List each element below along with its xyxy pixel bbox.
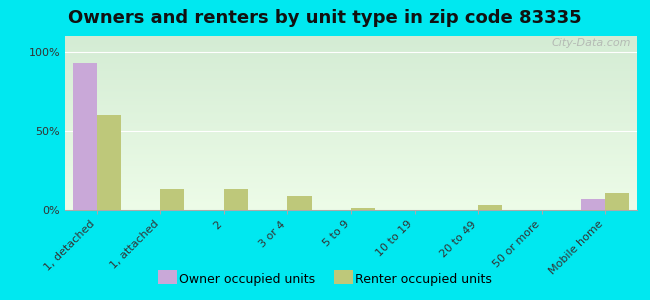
- Legend: Owner occupied units, Renter occupied units: Owner occupied units, Renter occupied un…: [153, 268, 497, 291]
- Bar: [97, 115, 121, 210]
- Bar: [605, 193, 629, 210]
- Bar: [73, 63, 97, 210]
- Bar: [478, 205, 502, 210]
- Bar: [581, 199, 605, 210]
- Text: Owners and renters by unit type in zip code 83335: Owners and renters by unit type in zip c…: [68, 9, 582, 27]
- Bar: [224, 189, 248, 210]
- Bar: [351, 208, 375, 210]
- Bar: [161, 189, 185, 210]
- Text: City-Data.com: City-Data.com: [552, 38, 631, 48]
- Bar: [287, 196, 311, 210]
